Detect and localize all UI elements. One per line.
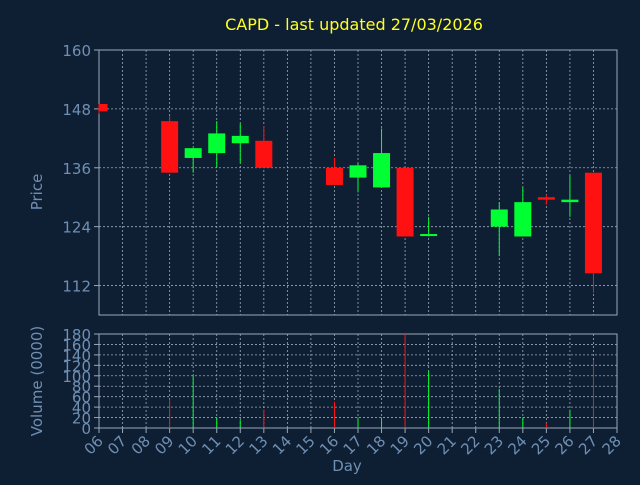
volume-tick-label: 40 <box>72 399 91 417</box>
volume-tick-label: 100 <box>62 368 91 386</box>
price-tick-label: 148 <box>62 101 91 119</box>
price-tick-label: 160 <box>62 42 91 60</box>
price-tick-label: 124 <box>62 219 91 237</box>
volume-tick-label: 120 <box>62 357 91 375</box>
candle-body <box>373 153 391 188</box>
candle-body <box>490 209 508 227</box>
candle-body <box>561 199 579 203</box>
candle-body <box>537 197 555 200</box>
volume-axis-label: Volume (0000) <box>28 326 46 436</box>
price-panel: 112 124 136 148 160 <box>62 42 618 316</box>
candle-body <box>396 167 414 237</box>
candle-body <box>161 121 179 173</box>
volume-tick-label: 0 <box>81 420 91 438</box>
candle-body <box>99 103 108 112</box>
volume-tick-label: 20 <box>72 410 91 428</box>
candle-body <box>420 234 438 237</box>
candle-body <box>208 133 226 154</box>
volume-tick-label: 80 <box>72 378 91 396</box>
candle-body <box>325 167 343 185</box>
price-tick-label: 136 <box>62 160 91 178</box>
price-axis-label: Price <box>28 174 46 211</box>
volume-tick-label: 180 <box>62 326 91 344</box>
volume-tick-label: 60 <box>72 389 91 407</box>
volume-tick-label: 160 <box>62 336 91 354</box>
x-axis-label: Day <box>332 457 362 475</box>
volume-tick-label: 140 <box>62 347 91 365</box>
chart-title: CAPD - last updated 27/03/2026 <box>225 15 483 34</box>
candle-body <box>584 172 602 274</box>
candle-body <box>231 135 249 144</box>
candle-body <box>255 140 273 168</box>
candle-body <box>514 202 532 237</box>
candle-body <box>349 165 367 178</box>
price-tick-label: 112 <box>62 278 91 296</box>
candle-body <box>184 148 202 158</box>
